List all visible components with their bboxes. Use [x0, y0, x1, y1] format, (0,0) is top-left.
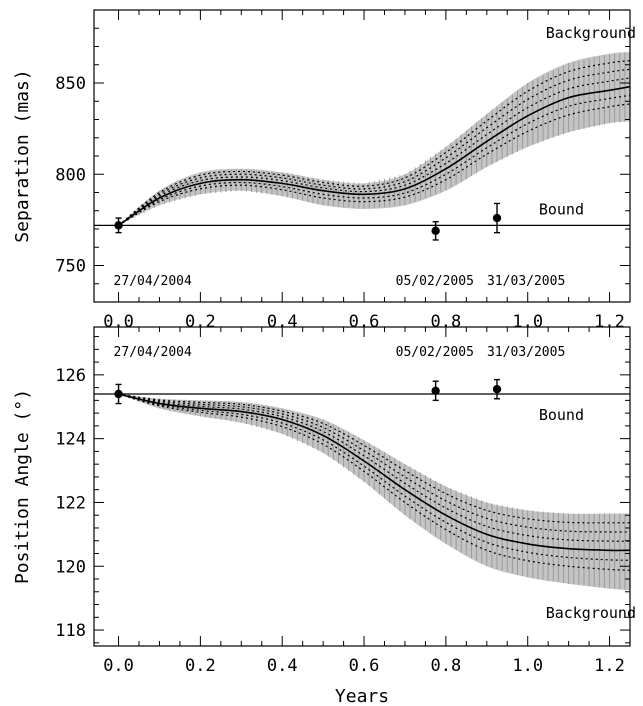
y-tick-label: 124 [55, 430, 86, 450]
x-axis-title: Years [335, 686, 389, 706]
background-track-dotted-1 [118, 60, 630, 226]
y-tick-label: 120 [55, 557, 86, 577]
x-tick-label: 0.6 [349, 656, 380, 676]
background-label: Background [546, 24, 636, 42]
y-tick-label: 750 [55, 257, 86, 277]
observation-point [431, 386, 440, 395]
plot-area [94, 51, 630, 227]
plot-area [94, 393, 630, 591]
observation-point [114, 221, 123, 230]
y-tick-label: 126 [55, 366, 86, 386]
background-track-dotted-2 [118, 393, 630, 533]
y-tick-label: 800 [55, 165, 86, 185]
x-tick-label: 0.4 [267, 656, 298, 676]
y-axis-title: Separation (mas) [12, 69, 33, 242]
background-track-dotted-2 [118, 68, 630, 226]
plot-frame [93, 9, 631, 303]
bound-label: Bound [539, 200, 584, 218]
bound-label: Bound [539, 406, 584, 424]
observation-date-label: 05/02/2005 [396, 345, 474, 360]
background-track-line [118, 85, 630, 227]
y-axis-title: Position Angle (°) [12, 389, 33, 584]
x-axis: 0.0 0.2 0.4 0.6 0.8 1.0 1.2 [103, 327, 625, 676]
separation-panel: 0.0 0.2 0.4 0.6 0.8 1.0 1.2750800850Separation… [12, 9, 636, 332]
y-axis: 118 120 122 124 126 [55, 336, 630, 644]
observation-point [492, 385, 502, 394]
x-tick-label: 1.2 [594, 656, 625, 676]
background-track-dotted-3 [118, 393, 630, 542]
x-tick-label: 0.0 [103, 656, 134, 676]
observation-point [492, 213, 502, 223]
x-tick-label: 0.2 [185, 656, 216, 676]
band-hatching [123, 51, 630, 223]
background-track-dotted-4 [118, 94, 630, 226]
observation-date-label: 27/04/2004 [114, 274, 192, 289]
x-tick-label: 1.0 [512, 656, 543, 676]
y-tick-label: 122 [55, 493, 86, 513]
observation-date-label: 05/02/2005 [396, 274, 474, 289]
y-axis: 750 800 850 [55, 9, 630, 303]
background-track-line [118, 393, 630, 552]
observation-date-label: 31/03/2005 [487, 274, 565, 289]
observation-date-label: 27/04/2004 [114, 345, 192, 360]
x-tick-label: 0.8 [431, 656, 462, 676]
observation-point [114, 389, 123, 399]
background-track-dotted-1 [118, 393, 630, 524]
background-track-dotted-5 [118, 393, 630, 571]
y-tick-label: 118 [55, 621, 86, 641]
position-angle-panel: 0.0 0.2 0.4 0.6 0.8 1.0 1.2 118 120 122 124 126 Posi… [12, 326, 636, 706]
background-track-dotted-5 [118, 103, 630, 226]
y-tick-label: 850 [55, 74, 86, 94]
observation-point [431, 226, 440, 236]
plot-frame [93, 326, 631, 647]
observation-date-label: 31/03/2005 [487, 345, 565, 360]
background-label: Background [546, 604, 636, 622]
